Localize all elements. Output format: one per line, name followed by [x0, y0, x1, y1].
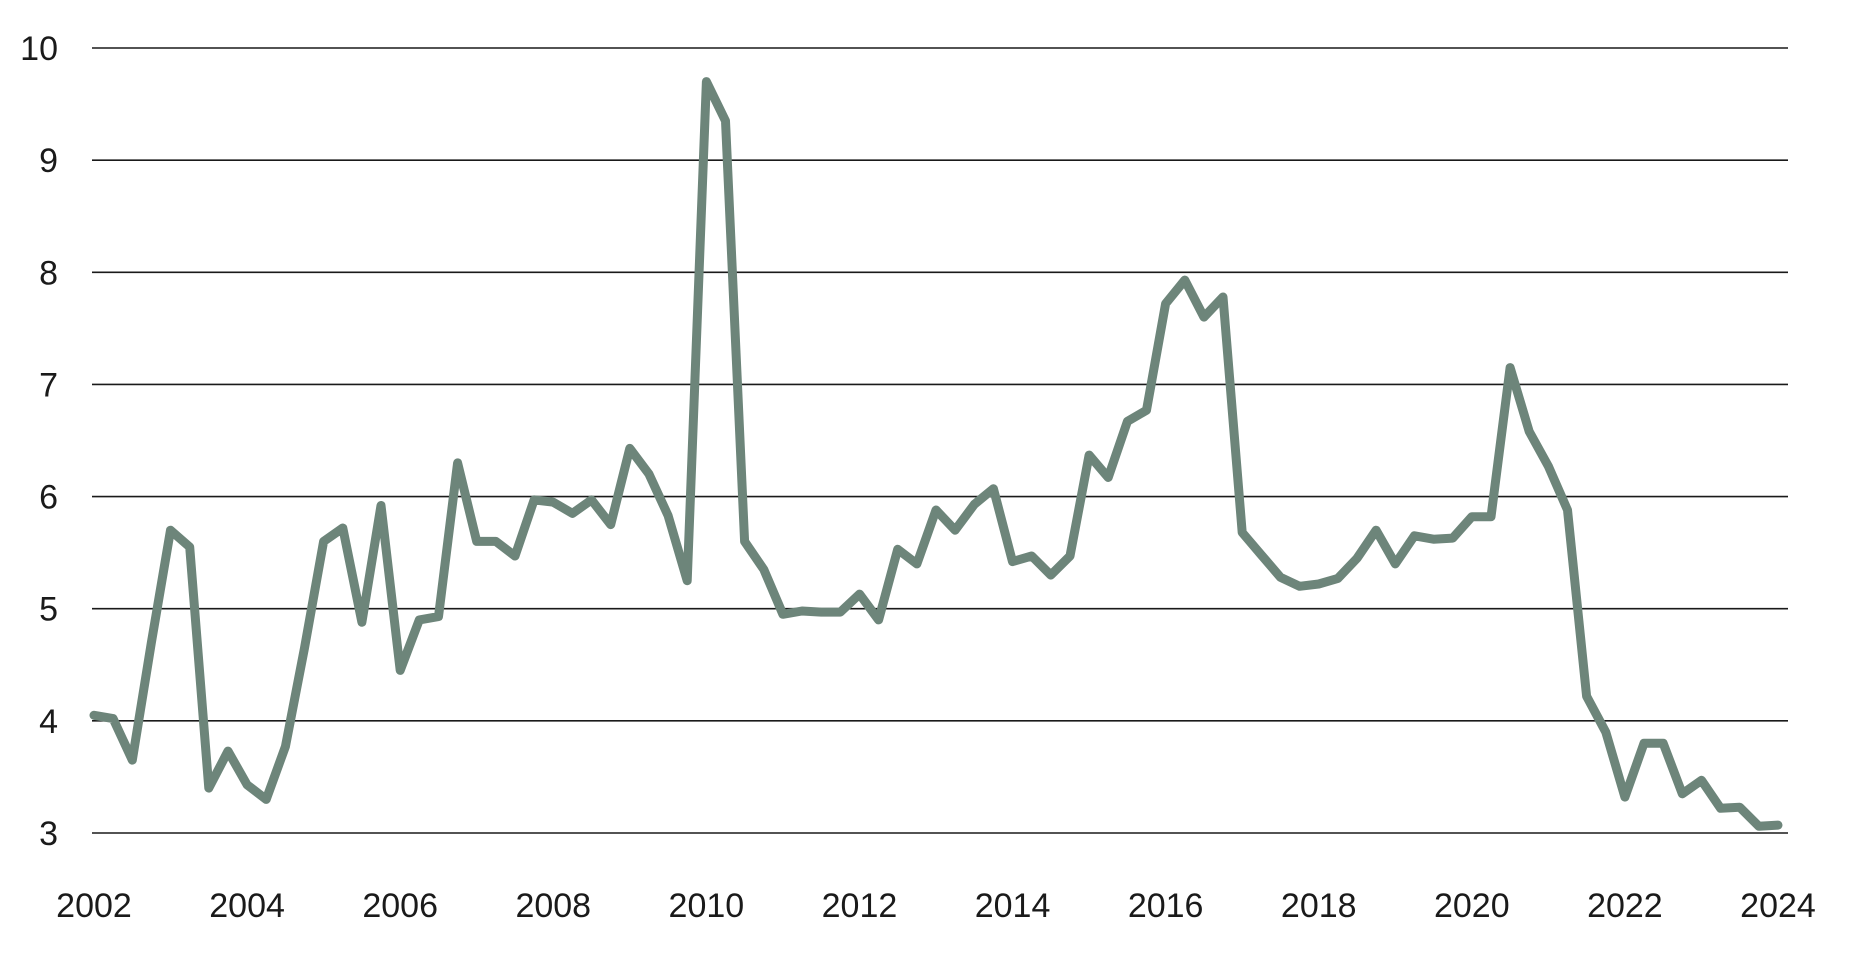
- x-tick-label: 2012: [822, 887, 898, 925]
- x-tick-label: 2014: [975, 887, 1051, 925]
- y-tick-label: 5: [39, 591, 58, 629]
- x-tick-label: 2020: [1434, 887, 1510, 925]
- x-tick-label: 2024: [1740, 887, 1816, 925]
- x-tick-label: 2002: [56, 887, 132, 925]
- y-tick-label: 9: [39, 142, 58, 180]
- x-tick-label: 2004: [209, 887, 285, 925]
- x-tick-label: 2010: [669, 887, 745, 925]
- x-axis-tick-labels: 2002 2004 2006 2008 2010 2012 2014 2016 2018 2020…: [56, 887, 1816, 925]
- x-tick-label: 2022: [1587, 887, 1663, 925]
- y-tick-label: 4: [39, 703, 58, 741]
- x-tick-label: 2018: [1281, 887, 1357, 925]
- x-tick-label: 2008: [515, 887, 591, 925]
- y-tick-label: 7: [39, 366, 58, 404]
- y-tick-label: 8: [39, 254, 58, 292]
- y-tick-label: 6: [39, 479, 58, 517]
- y-axis-tick-labels: 3 4 5 6 7 8 9 10: [20, 30, 58, 853]
- gridlines: [92, 47, 1788, 834]
- series-line: [89, 77, 1783, 831]
- y-tick-label: 10: [20, 30, 58, 68]
- y-tick-label: 3: [39, 815, 58, 853]
- x-tick-label: 2006: [362, 887, 438, 925]
- x-tick-label: 2016: [1128, 887, 1204, 925]
